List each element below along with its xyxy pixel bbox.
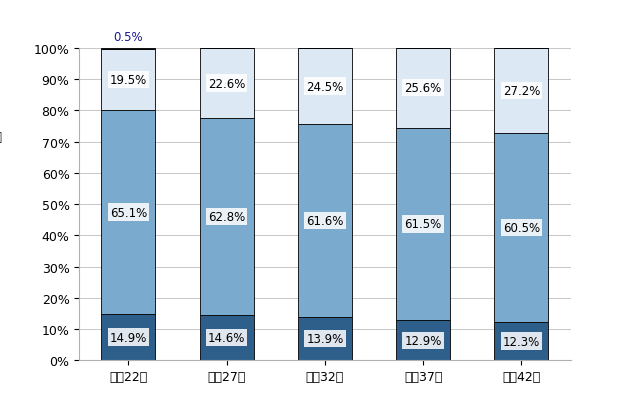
Text: 12.9%: 12.9% <box>404 334 442 347</box>
Bar <box>101 49 155 50</box>
Bar <box>396 49 450 128</box>
Bar <box>101 50 155 111</box>
Bar <box>200 315 254 360</box>
Text: 14.6%: 14.6% <box>208 331 245 344</box>
Text: 62.8%: 62.8% <box>208 211 245 224</box>
Bar <box>495 133 548 322</box>
Bar <box>101 314 155 360</box>
Bar <box>396 128 450 320</box>
Text: 14.9%: 14.9% <box>110 331 147 344</box>
Bar <box>495 322 548 360</box>
Text: 27.2%: 27.2% <box>503 85 540 98</box>
Bar <box>495 49 548 133</box>
Text: 60.5%: 60.5% <box>503 221 540 234</box>
Text: 25.6%: 25.6% <box>404 82 442 95</box>
Text: 0.5%: 0.5% <box>113 31 143 44</box>
Bar <box>396 320 450 360</box>
Text: 13.9%: 13.9% <box>306 332 344 345</box>
Text: 65.1%: 65.1% <box>110 206 147 219</box>
Bar <box>101 111 155 314</box>
Text: 12.3%: 12.3% <box>503 335 540 348</box>
Bar <box>298 49 352 125</box>
Text: 61.5%: 61.5% <box>404 218 442 231</box>
Bar <box>298 317 352 360</box>
Text: 24.5%: 24.5% <box>306 80 344 93</box>
Text: 61.6%: 61.6% <box>306 215 344 228</box>
Bar <box>200 119 254 315</box>
Legend: 年齢不詳, 65歳〜, 15〜64歳, 0〜14歳: 年齢不詳, 65歳〜, 15〜64歳, 0〜14歳 <box>0 92 3 163</box>
Bar <box>298 125 352 317</box>
Text: 19.5%: 19.5% <box>110 74 147 87</box>
Text: 22.6%: 22.6% <box>208 77 245 90</box>
Bar <box>200 49 254 119</box>
